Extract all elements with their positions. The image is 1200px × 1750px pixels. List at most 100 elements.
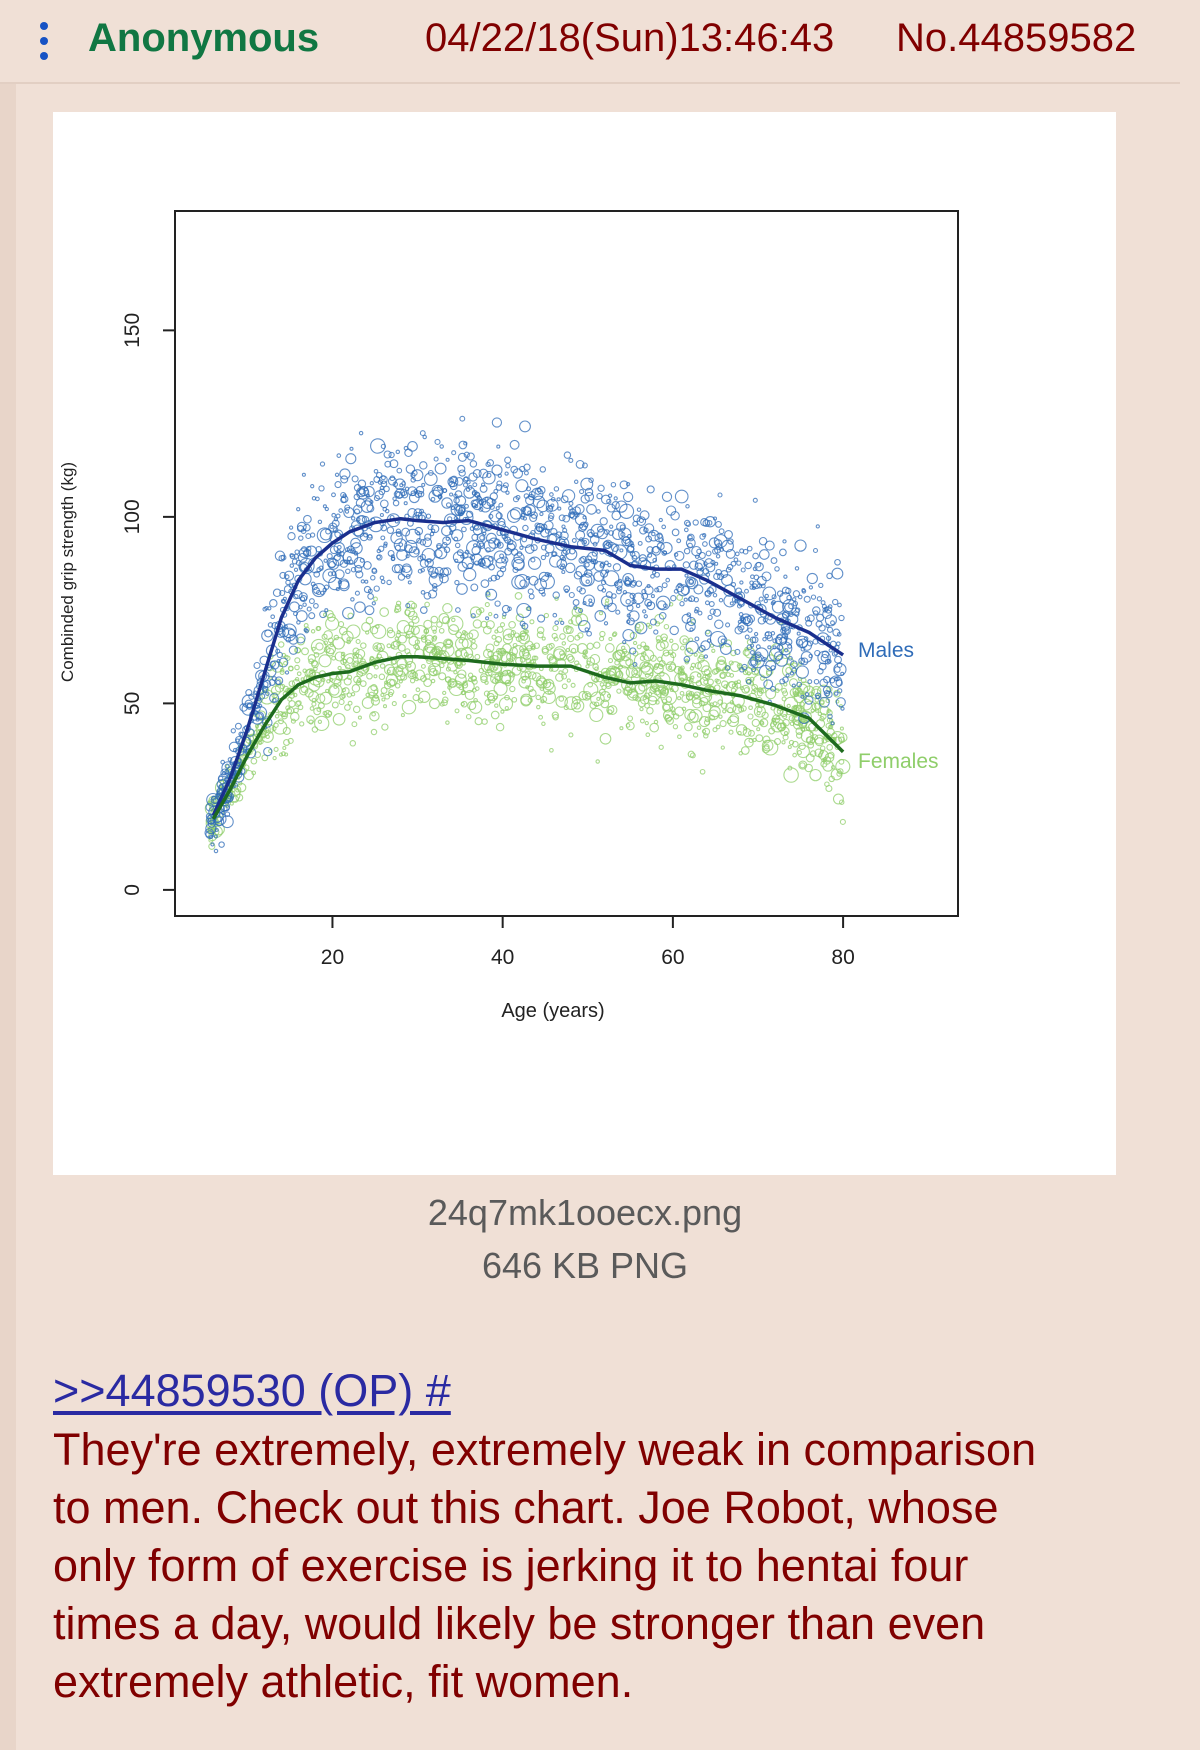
quote-link[interactable]: >>44859530 (OP) # xyxy=(53,1365,451,1416)
scatter-point xyxy=(759,721,765,726)
scatter-point xyxy=(364,579,369,584)
scatter-point xyxy=(439,701,445,707)
scatter-point xyxy=(785,673,790,678)
scatter-point xyxy=(480,675,488,684)
scatter-point xyxy=(727,563,734,571)
scatter-point xyxy=(788,655,793,661)
scatter-point xyxy=(796,681,803,688)
post-number[interactable]: No.44859582 xyxy=(896,16,1137,60)
scatter-point xyxy=(542,682,556,695)
scatter-point xyxy=(378,488,386,496)
scatter-point xyxy=(763,679,774,690)
scatter-point xyxy=(296,671,302,677)
scatter-point xyxy=(689,752,696,759)
file-name-link[interactable]: 24q7mk1ooecx.png xyxy=(427,1192,743,1233)
scatter-point xyxy=(316,527,333,544)
scatter-point xyxy=(323,640,329,646)
scatter-point xyxy=(328,683,343,698)
scatter-point xyxy=(725,702,737,714)
scatter-point xyxy=(582,515,587,520)
scatter-point xyxy=(683,547,691,555)
scatter-point xyxy=(808,653,813,659)
scatter-point xyxy=(586,630,592,637)
scatter-point xyxy=(354,590,360,596)
scatter-point xyxy=(720,702,728,710)
post-image[interactable]: 20 40 60 80 0 50 100 150 Age (years) Combinded … xyxy=(53,112,1116,1175)
scatter-point xyxy=(765,667,774,676)
scatter-point xyxy=(497,473,502,478)
scatter-point xyxy=(692,732,699,738)
scatter-point xyxy=(287,532,296,541)
scatter-point xyxy=(445,666,451,672)
scatter-point xyxy=(349,740,357,747)
scatter-point xyxy=(525,685,530,690)
scatter-point xyxy=(342,606,355,620)
scatter-point xyxy=(708,601,715,607)
scatter-point xyxy=(636,644,642,650)
scatter-point xyxy=(295,610,308,623)
scatter-point xyxy=(420,567,425,573)
scatter-point xyxy=(430,678,436,684)
scatter-point xyxy=(840,706,845,711)
scatter-point xyxy=(641,592,649,600)
scatter-point xyxy=(779,548,787,557)
scatter-point xyxy=(740,746,750,755)
scatter-point xyxy=(407,663,412,668)
scatter-point xyxy=(297,552,308,563)
scatter-point xyxy=(719,673,726,679)
scatter-layer xyxy=(204,415,851,854)
scatter-point xyxy=(826,708,831,713)
scatter-point xyxy=(655,699,660,705)
scatter-point xyxy=(463,451,470,458)
scatter-point xyxy=(569,511,578,520)
scatter-point xyxy=(684,722,693,732)
scatter-point xyxy=(232,747,238,753)
scatter-point xyxy=(767,645,772,650)
scatter-point xyxy=(817,667,824,675)
scatter-point xyxy=(723,684,728,689)
scatter-point xyxy=(593,532,598,537)
scatter-point xyxy=(640,662,654,676)
scatter-point xyxy=(319,610,327,619)
scatter-point xyxy=(606,693,612,698)
scatter-point xyxy=(783,647,789,653)
scatter-point xyxy=(524,670,532,678)
scatter-point xyxy=(651,570,657,575)
scatter-point xyxy=(262,687,268,694)
post-left-edge xyxy=(0,0,16,1750)
scatter-point xyxy=(346,657,354,664)
scatter-point xyxy=(441,541,448,548)
scatter-point xyxy=(694,636,700,642)
post-menu-icon[interactable] xyxy=(38,22,52,66)
scatter-point xyxy=(469,554,476,561)
scatter-point xyxy=(638,665,654,681)
scatter-point xyxy=(282,623,297,639)
scatter-point xyxy=(747,627,753,633)
scatter-point xyxy=(557,506,562,511)
scatter-point xyxy=(361,622,372,632)
scatter-point xyxy=(622,491,634,503)
scatter-point xyxy=(515,635,523,642)
scatter-point xyxy=(467,701,477,711)
scatter-point xyxy=(480,526,487,534)
scatter-point xyxy=(374,645,379,650)
scatter-point xyxy=(619,524,626,531)
scatter-point xyxy=(436,621,443,628)
scatter-point xyxy=(262,717,273,728)
scatter-point xyxy=(694,554,700,559)
scatter-point xyxy=(222,804,230,812)
scatter-point xyxy=(822,756,832,765)
scatter-point xyxy=(504,471,509,476)
scatter-point xyxy=(821,650,830,659)
scatter-point xyxy=(535,522,545,533)
scatter-point xyxy=(456,549,464,557)
scatter-point xyxy=(744,634,750,640)
scatter-point xyxy=(656,639,661,644)
scatter-point xyxy=(647,691,653,697)
scatter-point xyxy=(649,682,660,693)
scatter-point xyxy=(379,663,386,669)
scatter-point xyxy=(285,705,291,711)
scatter-point xyxy=(337,665,342,671)
scatter-point xyxy=(345,664,351,670)
scatter-point xyxy=(705,562,716,573)
